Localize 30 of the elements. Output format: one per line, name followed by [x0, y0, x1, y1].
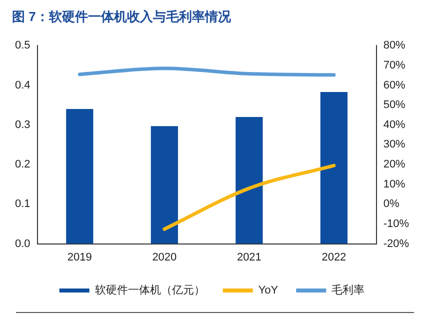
- legend-label: 毛利率: [332, 284, 365, 297]
- x-tick-label: 2022: [322, 251, 346, 264]
- y-tick-label: 0.3: [14, 118, 30, 131]
- y-tick-label: 0.2: [14, 158, 30, 171]
- legend-label: YoY: [258, 284, 279, 297]
- y2-tick-label: 20%: [383, 158, 406, 171]
- y-tick-label: 0.5: [14, 40, 30, 52]
- y2-tick-label: 40%: [383, 118, 406, 131]
- y2-tick-label: 70%: [383, 59, 406, 72]
- y-tick-label: 0.4: [14, 79, 30, 92]
- y2-tick-label: 60%: [383, 79, 406, 92]
- legend-label: 软硬件一体机（亿元）: [94, 284, 205, 297]
- y2-tick-label: 50%: [383, 99, 406, 112]
- line-series: [78, 66, 336, 77]
- y-tick-label: 0.0: [14, 238, 30, 250]
- x-tick-label: 2020: [152, 251, 177, 264]
- x-tick-label: 2019: [67, 251, 92, 264]
- x-tick-label: 2021: [236, 251, 262, 264]
- bar: [66, 109, 94, 244]
- bar: [320, 92, 348, 244]
- y2-tick-label: -10%: [383, 218, 410, 230]
- y2-tick-label: 10%: [383, 178, 406, 190]
- y2-tick-label: 0%: [383, 198, 400, 210]
- y-tick-label: 0.1: [14, 198, 30, 210]
- bar: [236, 116, 263, 244]
- chart-title: 图 7：软硬件一体机收入与毛利率情况: [11, 8, 232, 26]
- y2-tick-label: 30%: [383, 138, 406, 151]
- y2-tick-label: -20%: [383, 238, 410, 250]
- y2-tick-label: 80%: [383, 40, 406, 52]
- bar: [150, 126, 178, 244]
